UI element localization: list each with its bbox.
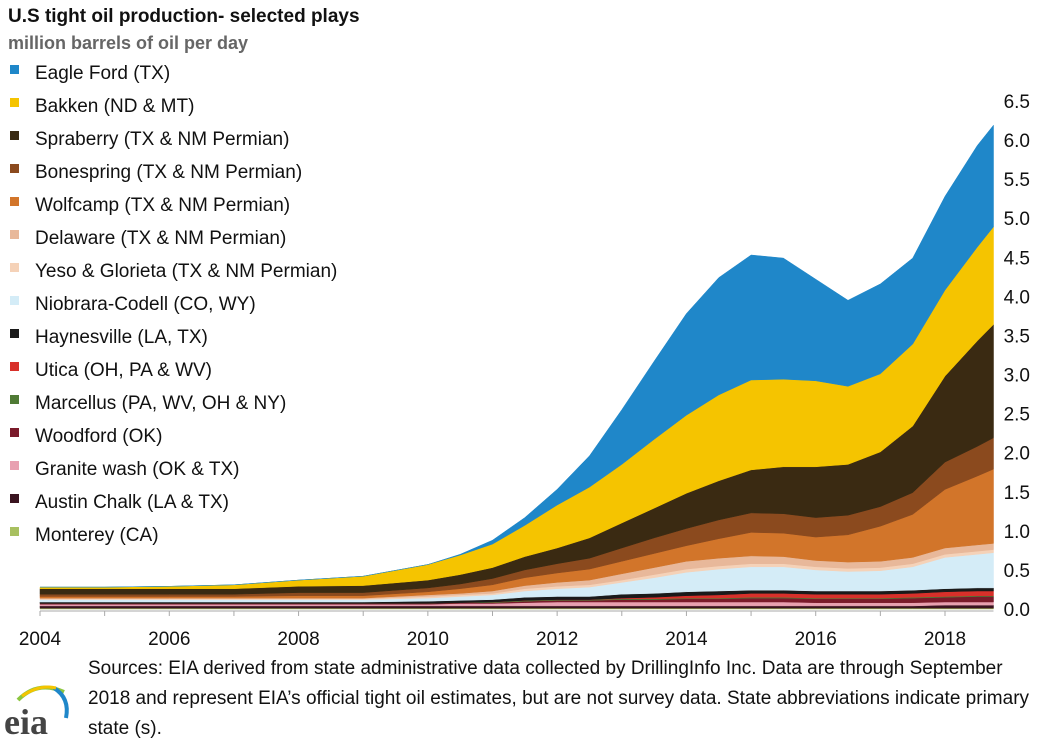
y-tick-label: 3.5 <box>1004 326 1030 347</box>
y-tick-label: 1.5 <box>1004 483 1030 504</box>
legend-label: Marcellus (PA, WV, OH & NY) <box>35 393 286 414</box>
x-tick-label: 2008 <box>277 629 319 650</box>
legend-swatch <box>10 131 19 140</box>
legend-label: Haynesville (LA, TX) <box>35 327 208 348</box>
chart-title: U.S tight oil production- selected plays <box>8 6 360 27</box>
legend-label: Spraberry (TX & NM Permian) <box>35 129 289 150</box>
y-tick-label: 6.0 <box>1004 131 1030 152</box>
y-tick-label: 4.5 <box>1004 248 1030 269</box>
legend-swatch <box>10 197 19 206</box>
legend-label: Wolfcamp (TX & NM Permian) <box>35 195 290 216</box>
svg-text:eia: eia <box>4 702 48 742</box>
x-tick-label: 2004 <box>19 629 62 650</box>
legend-item-wolfcamp-tx-nm-permian: Wolfcamp (TX & NM Permian) <box>10 195 290 216</box>
legend-item-spraberry-tx-nm-permian: Spraberry (TX & NM Permian) <box>10 129 289 150</box>
legend-item-utica-oh-pa-wv: Utica (OH, PA & WV) <box>10 360 212 381</box>
y-axis: 0.0 0.5 1.0 1.5 2.0 2.5 3.0 3.5 4.0 4.5 5.0 5.5 6.0 6… <box>1004 92 1030 621</box>
y-tick-label: 2.5 <box>1004 405 1030 426</box>
legend-item-eagle-ford-tx: Eagle Ford (TX) <box>10 63 170 84</box>
legend-swatch <box>10 65 19 74</box>
legend-label: Monterey (CA) <box>35 525 159 546</box>
area-layers <box>39 124 994 610</box>
y-tick-label: 6.5 <box>1004 92 1030 113</box>
legend-item-delaware-tx-nm-permian: Delaware (TX & NM Permian) <box>10 228 286 249</box>
y-tick-label: 0.5 <box>1004 561 1030 582</box>
legend-label: Austin Chalk (LA & TX) <box>35 492 229 513</box>
legend-swatch <box>10 230 19 239</box>
legend-item-monterey-ca: Monterey (CA) <box>10 525 159 546</box>
legend: Eagle Ford (TX) Bakken (ND & MT) Spraberry… <box>10 63 337 546</box>
legend-item-bonespring-tx-nm-permian: Bonespring (TX & NM Permian) <box>10 162 302 183</box>
legend-item-yeso-glorieta-tx-nm-permian: Yeso & Glorieta (TX & NM Permian) <box>10 261 337 282</box>
legend-swatch <box>10 527 19 536</box>
legend-label: Woodford (OK) <box>35 426 162 447</box>
x-tick-label: 2012 <box>536 629 578 650</box>
legend-item-marcellus-pa-wv-oh-ny: Marcellus (PA, WV, OH & NY) <box>10 393 286 414</box>
x-tick-label: 2016 <box>795 629 837 650</box>
legend-label: Utica (OH, PA & WV) <box>35 360 212 381</box>
legend-swatch <box>10 98 19 107</box>
legend-swatch <box>10 494 19 503</box>
legend-item-woodford-ok: Woodford (OK) <box>10 426 162 447</box>
legend-item-austin-chalk-la-tx: Austin Chalk (LA & TX) <box>10 492 229 513</box>
legend-swatch <box>10 329 19 338</box>
legend-item-granite-wash-ok-tx: Granite wash (OK & TX) <box>10 459 240 480</box>
legend-label: Granite wash (OK & TX) <box>35 459 240 480</box>
y-tick-label: 0.0 <box>1004 600 1030 621</box>
legend-label: Niobrara-Codell (CO, WY) <box>35 294 256 315</box>
legend-swatch <box>10 395 19 404</box>
x-tick-label: 2018 <box>924 629 966 650</box>
sources-note: Sources: EIA derived from state administ… <box>88 658 1030 739</box>
legend-swatch <box>10 263 19 272</box>
legend-item-bakken-nd-mt: Bakken (ND & MT) <box>10 96 194 117</box>
y-tick-label: 5.0 <box>1004 209 1030 230</box>
legend-label: Eagle Ford (TX) <box>35 63 170 84</box>
legend-swatch <box>10 461 19 470</box>
legend-swatch <box>10 362 19 371</box>
legend-label: Yeso & Glorieta (TX & NM Permian) <box>35 261 337 282</box>
area-eagle-ford-tx <box>40 124 994 588</box>
legend-swatch <box>10 296 19 305</box>
y-tick-label: 4.0 <box>1004 287 1030 308</box>
legend-label: Bonespring (TX & NM Permian) <box>35 162 302 183</box>
y-tick-label: 2.0 <box>1004 444 1030 465</box>
y-axis-label: million barrels of oil per day <box>8 33 248 53</box>
legend-item-niobrara-codell-co-wy: Niobrara-Codell (CO, WY) <box>10 294 256 315</box>
legend-swatch <box>10 164 19 173</box>
legend-item-haynesville-la-tx: Haynesville (LA, TX) <box>10 327 208 348</box>
y-tick-label: 1.0 <box>1004 522 1030 543</box>
x-axis: 2004 2006 2008 2010 2012 2014 2016 2018 <box>19 610 994 650</box>
y-tick-label: 3.0 <box>1004 366 1030 387</box>
eia-logo: eia <box>4 685 69 742</box>
y-tick-label: 5.5 <box>1004 170 1030 191</box>
x-tick-label: 2014 <box>665 629 708 650</box>
x-tick-label: 2010 <box>407 629 449 650</box>
legend-label: Delaware (TX & NM Permian) <box>35 228 286 249</box>
legend-label: Bakken (ND & MT) <box>35 96 194 117</box>
x-tick-label: 2006 <box>148 629 190 650</box>
legend-swatch <box>10 428 19 437</box>
